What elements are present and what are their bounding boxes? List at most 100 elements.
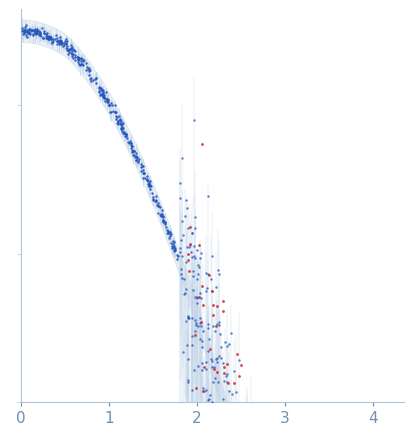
Point	[226, 388, 232, 395]
Point	[86, 72, 92, 79]
Point	[118, 123, 125, 130]
Point	[183, 258, 189, 265]
Point	[93, 75, 100, 82]
Point	[112, 112, 119, 119]
Point	[131, 147, 137, 154]
Point	[159, 213, 166, 220]
Point	[138, 163, 145, 170]
Point	[144, 177, 151, 184]
Point	[218, 344, 225, 351]
Point	[204, 415, 211, 422]
Point	[161, 221, 168, 228]
Point	[108, 108, 115, 115]
Point	[164, 226, 170, 233]
Point	[87, 75, 94, 82]
Point	[63, 43, 70, 50]
Point	[24, 27, 30, 34]
Point	[162, 219, 168, 226]
Point	[99, 92, 105, 99]
Point	[177, 179, 183, 186]
Point	[133, 153, 140, 160]
Point	[21, 27, 27, 34]
Point	[209, 322, 216, 329]
Point	[227, 329, 234, 336]
Point	[44, 35, 50, 42]
Point	[213, 356, 220, 363]
Point	[23, 34, 30, 41]
Point	[190, 253, 197, 260]
Point	[67, 46, 74, 53]
Point	[115, 112, 122, 119]
Point	[192, 331, 199, 338]
Point	[193, 295, 200, 302]
Point	[197, 289, 204, 296]
Point	[56, 37, 63, 44]
Point	[206, 395, 213, 402]
Point	[171, 246, 178, 253]
Point	[234, 427, 241, 434]
Point	[211, 416, 217, 423]
Point	[201, 409, 208, 416]
Point	[19, 24, 26, 31]
Point	[205, 320, 211, 327]
Point	[185, 224, 191, 231]
Point	[59, 40, 66, 47]
Point	[212, 328, 219, 335]
Point	[257, 412, 264, 419]
Point	[117, 119, 123, 126]
Point	[229, 391, 235, 398]
Point	[117, 116, 124, 123]
Point	[162, 218, 168, 225]
Point	[243, 423, 249, 430]
Point	[37, 30, 44, 37]
Point	[185, 378, 191, 385]
Point	[54, 37, 61, 44]
Point	[19, 28, 26, 35]
Point	[62, 39, 69, 46]
Point	[63, 45, 69, 52]
Point	[66, 48, 73, 55]
Point	[159, 211, 165, 218]
Point	[194, 300, 200, 307]
Point	[43, 35, 49, 42]
Point	[192, 224, 199, 231]
Point	[184, 341, 190, 348]
Point	[90, 76, 97, 83]
Point	[219, 359, 226, 366]
Point	[73, 53, 80, 60]
Point	[187, 241, 193, 248]
Point	[136, 156, 143, 163]
Point	[178, 266, 184, 273]
Point	[260, 418, 266, 425]
Point	[214, 359, 221, 366]
Point	[223, 372, 229, 379]
Point	[145, 180, 152, 187]
Point	[59, 40, 66, 47]
Point	[195, 410, 202, 417]
Point	[220, 298, 226, 305]
Point	[129, 146, 136, 153]
Point	[106, 101, 112, 108]
Point	[189, 341, 195, 348]
Point	[115, 120, 122, 127]
Point	[178, 217, 185, 224]
Point	[153, 198, 160, 205]
Point	[185, 251, 192, 258]
Point	[231, 368, 237, 375]
Point	[185, 377, 191, 384]
Point	[208, 288, 215, 295]
Point	[133, 157, 139, 164]
Point	[196, 293, 203, 300]
Point	[206, 401, 213, 408]
Point	[40, 35, 47, 42]
Point	[66, 47, 72, 54]
Point	[26, 25, 32, 32]
Point	[111, 108, 118, 115]
Point	[98, 87, 105, 94]
Point	[194, 405, 201, 412]
Point	[147, 185, 154, 192]
Point	[221, 425, 228, 432]
Point	[171, 243, 177, 250]
Point	[113, 115, 119, 122]
Point	[99, 91, 105, 98]
